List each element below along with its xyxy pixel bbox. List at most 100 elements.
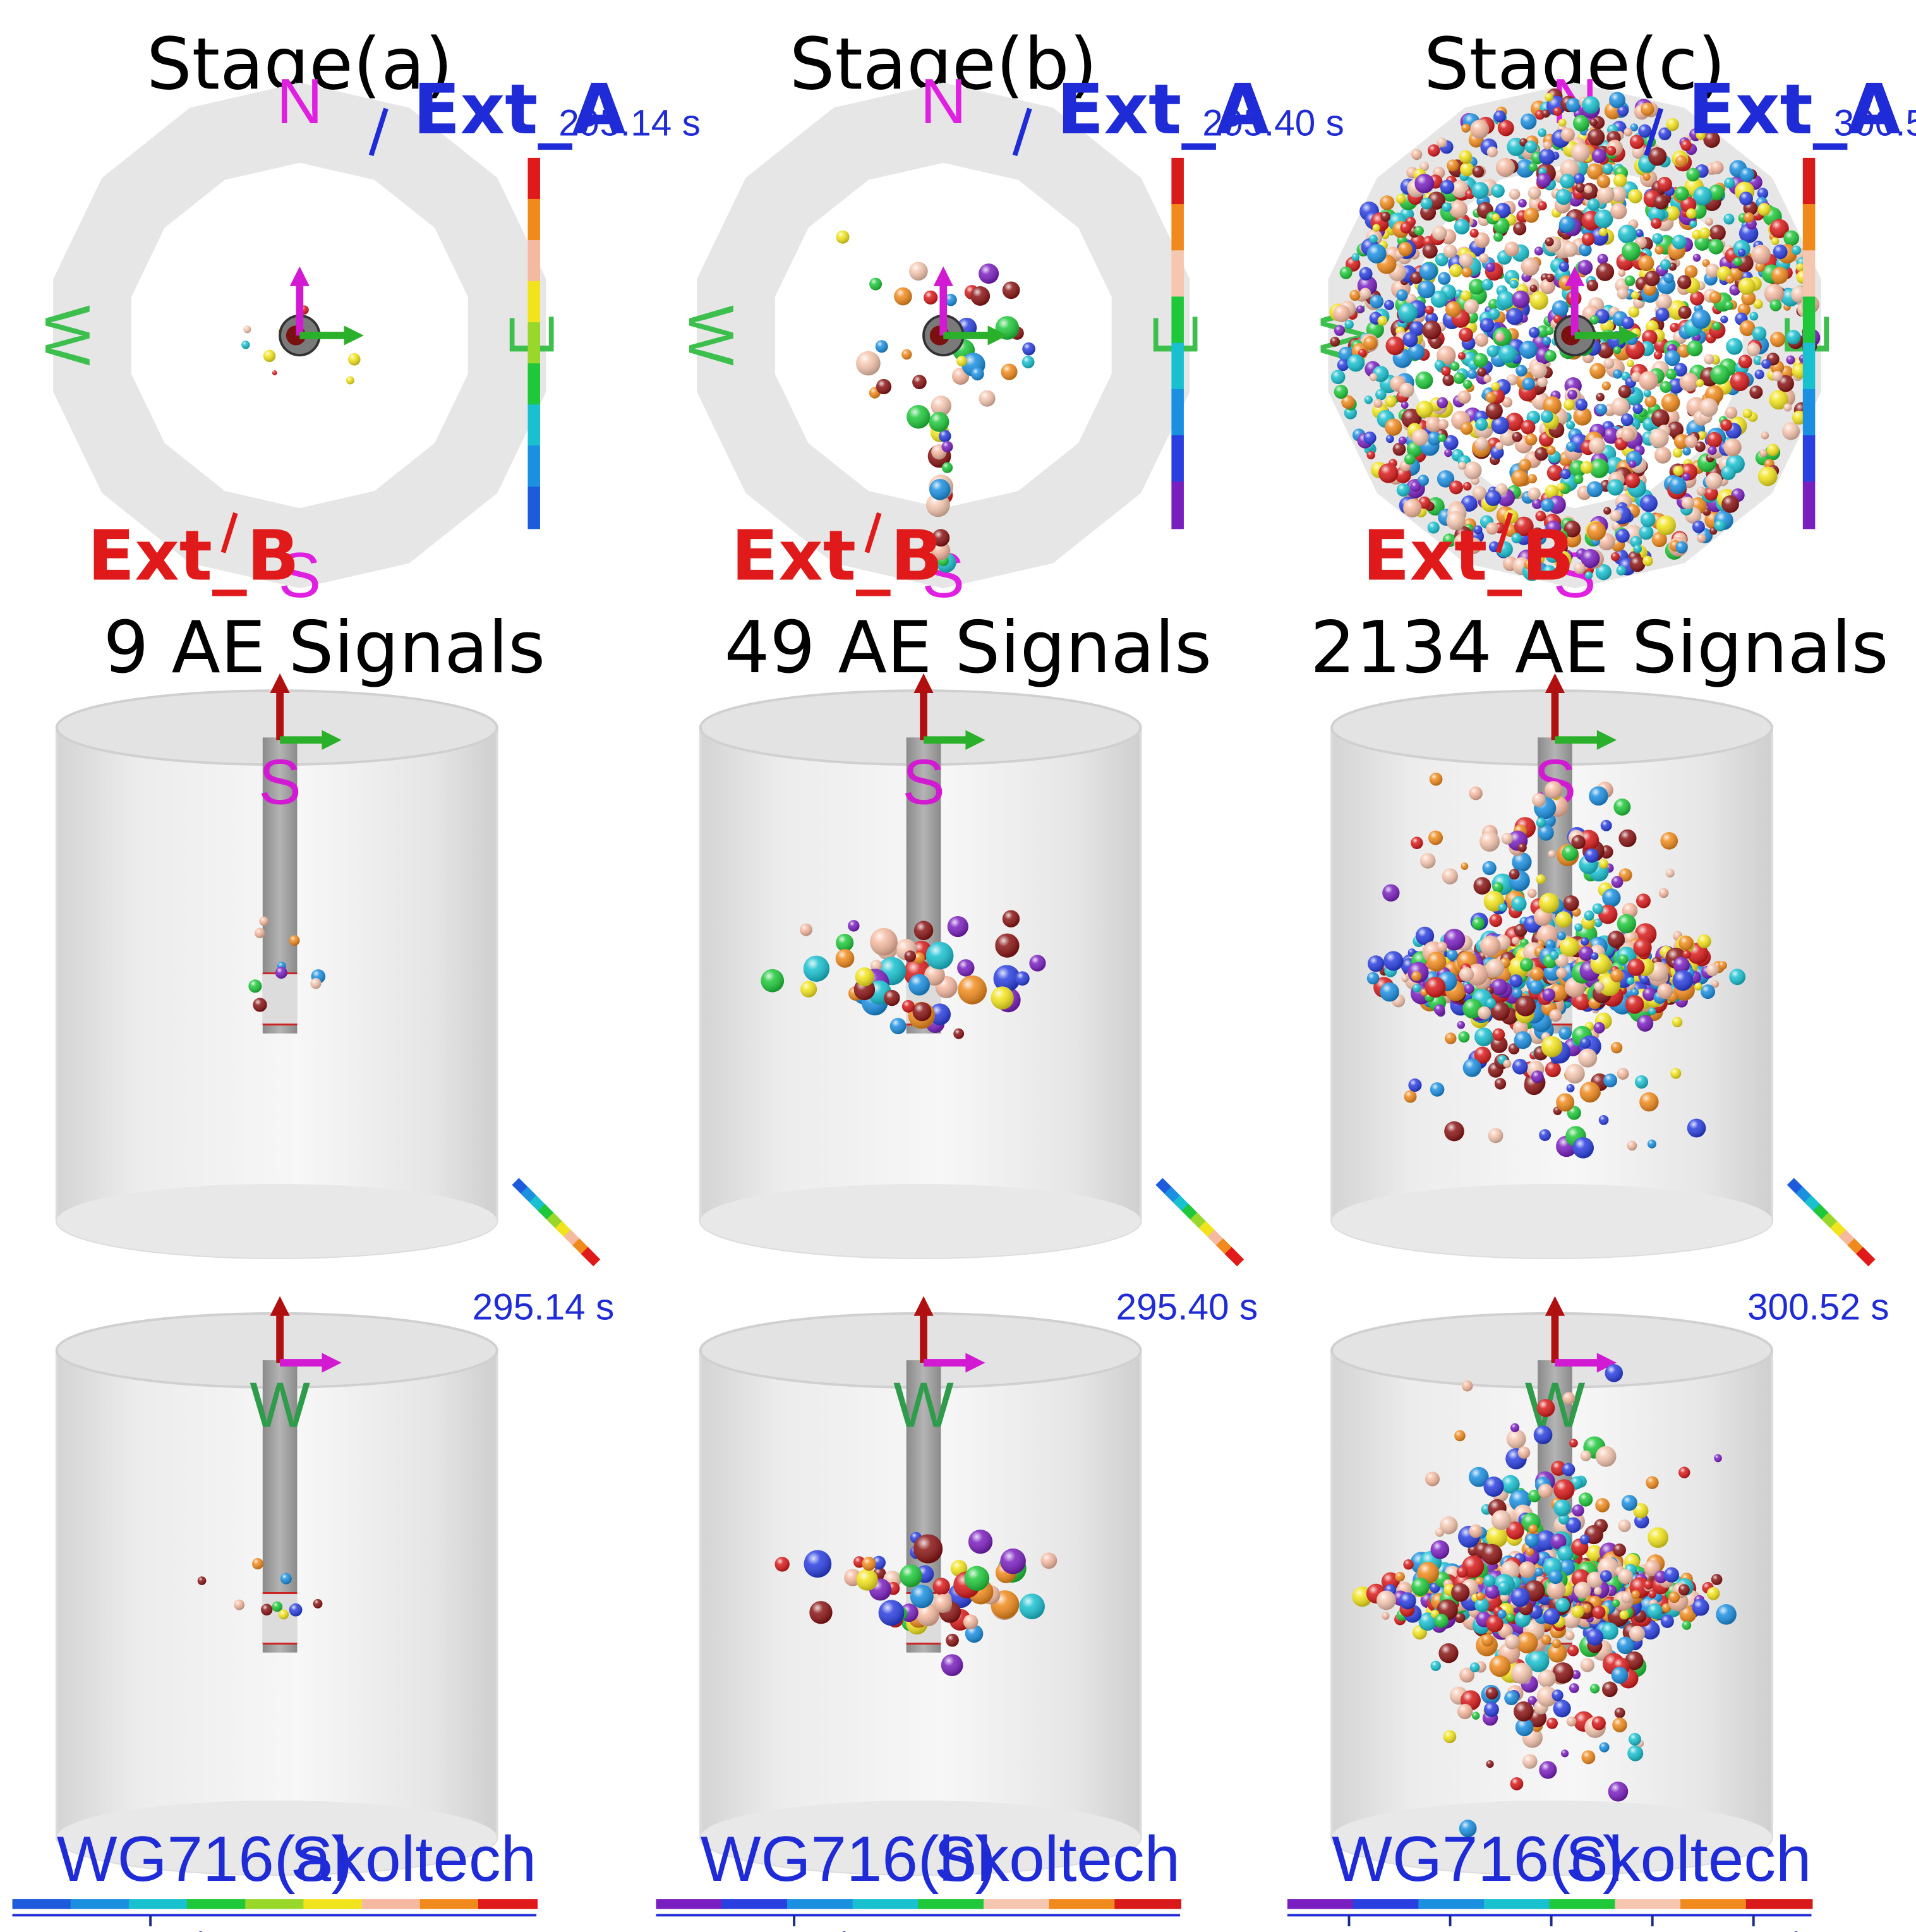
ae-signal [1771, 237, 1780, 246]
ae-signal [855, 967, 874, 987]
ae-signal [1675, 541, 1688, 553]
ae-signal [835, 949, 855, 968]
time-readout: 295.40 s [1202, 103, 1344, 144]
ae-signal-shine [1334, 325, 1346, 336]
ae-signal [848, 920, 860, 932]
ae-signal [924, 290, 938, 305]
ae-signal-shine [1040, 1552, 1057, 1569]
ae-signal-shine [1674, 186, 1689, 201]
ae-signal [1661, 393, 1680, 413]
ae-signal [1403, 498, 1422, 517]
ae-signal [1738, 277, 1756, 295]
ae-signal [348, 353, 361, 366]
ae-signal-shine [1685, 435, 1698, 449]
ae-signal [800, 981, 817, 998]
color-scale-segment [527, 445, 540, 488]
ae-signal [1649, 428, 1669, 448]
ae-signal-shine [1751, 245, 1771, 265]
ae-signal-shine [1663, 272, 1674, 284]
ae-signal [1483, 375, 1491, 383]
ae-signal-shine [1692, 520, 1705, 533]
ae-signal [1610, 510, 1622, 522]
ae-signal [1596, 392, 1605, 402]
ae-signal [1488, 308, 1500, 320]
ae-signal [1551, 300, 1569, 317]
side-view-1: S [699, 673, 1142, 1259]
ae-signal [1493, 110, 1506, 123]
ae-signal [1601, 381, 1611, 390]
ae-signal-shine [1449, 480, 1463, 495]
ae-signal [856, 351, 881, 376]
color-scale-segment [1171, 389, 1184, 437]
ae-signal-shine [804, 1550, 832, 1578]
ae-signals-plan [836, 230, 1035, 573]
ae-signal-shine [275, 966, 287, 979]
ae-signal [1558, 262, 1569, 272]
ae-signal-shine [932, 529, 950, 547]
ae-signal [1432, 226, 1447, 241]
ae-signal-shine [1479, 318, 1495, 333]
ae-signal [1654, 447, 1672, 464]
ae-signal-shine [1485, 262, 1495, 272]
ae-signal [1644, 395, 1657, 408]
axis-arrow-up-head [289, 266, 310, 286]
ae-signal-shine [1596, 186, 1615, 204]
ae-signal-shine [1538, 128, 1547, 137]
ae-signal-shine [904, 950, 916, 962]
ae-signal [1575, 398, 1588, 411]
ae-signal-shine [1686, 340, 1703, 357]
ae-signal [1486, 146, 1498, 158]
ae-signal-shine [1534, 246, 1543, 256]
ae-signal [1704, 354, 1714, 365]
time-axis-segment [1114, 1899, 1182, 1909]
ae-signals-side [761, 910, 1046, 1039]
ae-signal-shine [1624, 275, 1636, 286]
ae-signal-shine [1457, 352, 1466, 360]
ae-signal [1633, 545, 1642, 553]
west-label: W [32, 305, 104, 366]
ext-a-label: Ext_A [1057, 69, 1270, 150]
ae-signal-shine [968, 1530, 993, 1554]
ae-signal [1449, 200, 1468, 219]
ae-signal-shine [1769, 299, 1782, 311]
axis-arrow-vertical-head [913, 1296, 934, 1316]
ae-signal-shine [278, 1609, 289, 1620]
ae-signal [1721, 495, 1739, 513]
ae-signal-shine [1720, 315, 1728, 323]
time-axis-segment [852, 1899, 920, 1909]
ae-signal-shine [1589, 363, 1606, 379]
ae-signal [1545, 349, 1557, 362]
ae-signal [1724, 178, 1735, 189]
ae-signal-shine [1447, 159, 1459, 172]
ae-signal [1539, 279, 1556, 294]
ae-signal [1686, 208, 1697, 219]
ae-signal-shine [1749, 385, 1763, 399]
ae-signal [1015, 971, 1030, 986]
ae-signal [1420, 197, 1433, 210]
color-scale-segment [1802, 157, 1816, 206]
ae-signal [913, 952, 925, 964]
ae-signal-shine [197, 1576, 207, 1585]
axis-arrow-horizontal-head [965, 1353, 985, 1373]
ae-signal [1733, 257, 1742, 267]
ae-signal-shine [1654, 245, 1664, 255]
ae-signal-shine [1699, 227, 1711, 239]
ae-signal [1610, 203, 1627, 220]
ae-signal-shine [1512, 432, 1522, 442]
ae-signal [947, 915, 968, 938]
ae-signal-shine [1521, 420, 1536, 435]
ae-signal-shine [253, 998, 267, 1012]
ae-signal-shine [1757, 203, 1771, 216]
ae-signal [1772, 370, 1783, 382]
ae-signal [1602, 163, 1613, 174]
ae-signal [909, 262, 928, 281]
ae-signal-shine [1385, 435, 1394, 444]
ae-signal-shine [1415, 371, 1433, 390]
ae-signal [1443, 435, 1459, 450]
ae-signal [991, 986, 1014, 1010]
ae-signal-shine [1483, 375, 1491, 383]
ae-signal-shine [263, 349, 276, 363]
ae-signal [1630, 291, 1639, 299]
ae-signal-shine [1339, 266, 1353, 279]
ae-signal [941, 441, 953, 452]
